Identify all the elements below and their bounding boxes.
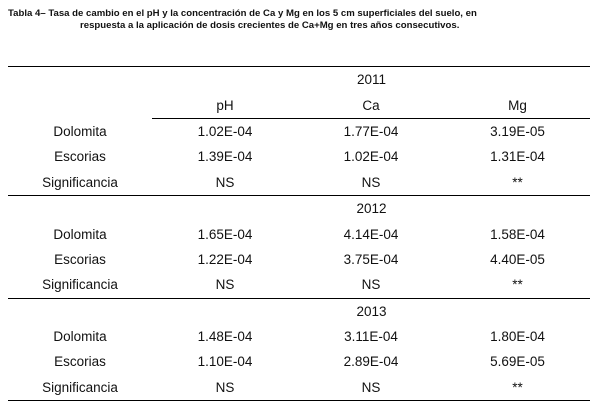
year-label: 2012 [152, 194, 590, 222]
cell-ca: 1.77E-04 [343, 123, 399, 139]
cell-mg: 1.58E-04 [490, 226, 545, 242]
row-label: Significancia [42, 174, 118, 190]
year-row-2013: 2013 [8, 297, 590, 324]
cell-ph: 1.02E-04 [197, 123, 253, 139]
row-label: Escorias [54, 354, 106, 370]
table-row-significance: Significancia NS NS ** [8, 272, 590, 298]
row-label: Escorias [54, 149, 106, 165]
row-label: Significancia [8, 374, 152, 402]
year-row-2012: 2012 [8, 194, 590, 222]
table-row-significance: Significancia NS NS ** [8, 374, 590, 402]
table-row: Dolomita 1.02E-04 1.77E-04 3.19E-05 [8, 118, 590, 144]
table-row: Dolomita 1.48E-04 3.11E-04 1.80E-04 [8, 324, 590, 349]
cell-ca: NS [361, 277, 381, 293]
caption-line-1: Tabla 4– Tasa de cambio en el pH y la co… [8, 8, 477, 19]
cell-ph: 1.10E-04 [197, 354, 253, 370]
column-header-row: pH Ca Mg [8, 92, 590, 119]
cell-mg: ** [512, 174, 523, 190]
table-row: Escorias 1.10E-04 2.89E-04 5.69E-05 [8, 349, 590, 374]
cell-ca: NS [298, 374, 444, 402]
cell-ca: 3.75E-04 [343, 251, 399, 267]
table-row: Dolomita 1.65E-04 4.14E-04 1.58E-04 [8, 221, 590, 246]
cell-ph: 1.22E-04 [197, 251, 253, 267]
cell-ph: NS [215, 277, 235, 293]
cell-mg: 5.69E-05 [490, 354, 545, 370]
cell-ph: 1.39E-04 [197, 149, 253, 165]
year-label: 2013 [152, 297, 590, 324]
row-label: Dolomita [53, 123, 107, 139]
cell-mg: ** [444, 374, 590, 402]
row-label: Escorias [54, 251, 106, 267]
cell-ca: 1.02E-04 [343, 149, 399, 165]
cell-mg: 1.80E-04 [490, 329, 545, 345]
table-caption: Tabla 4– Tasa de cambio en el pH y la co… [8, 8, 582, 32]
table-row: Escorias 1.22E-04 3.75E-04 4.40E-05 [8, 247, 590, 272]
cell-mg: 3.19E-05 [490, 123, 545, 139]
column-header-mg: Mg [444, 92, 590, 119]
cell-ca: 4.14E-04 [343, 226, 399, 242]
column-header-ph: pH [152, 92, 298, 119]
results-table: 2011 pH Ca Mg Dolomita 1.02E-04 1.77E-04… [8, 66, 590, 402]
cell-ph: NS [215, 174, 235, 190]
row-label: Dolomita [53, 226, 107, 242]
cell-ca: NS [361, 174, 381, 190]
row-label: Dolomita [53, 329, 107, 345]
caption-line-2: respuesta a la aplicación de dosis creci… [80, 20, 460, 31]
cell-ca: 3.11E-04 [344, 329, 398, 345]
table-row: Escorias 1.39E-04 1.02E-04 1.31E-04 [8, 144, 590, 169]
cell-mg: 1.31E-04 [490, 149, 545, 165]
cell-ph: 1.65E-04 [197, 226, 253, 242]
cell-ph: NS [152, 374, 298, 402]
cell-ph: 1.48E-04 [197, 329, 253, 345]
cell-mg: ** [512, 277, 523, 293]
cell-mg: 4.40E-05 [490, 251, 545, 267]
cell-ca: 2.89E-04 [343, 354, 399, 370]
column-header-ca: Ca [298, 92, 444, 119]
year-row-2011: 2011 [8, 66, 590, 93]
year-label: 2011 [152, 66, 590, 93]
table-row-significance: Significancia NS NS ** [8, 170, 590, 196]
row-label: Significancia [42, 277, 118, 293]
